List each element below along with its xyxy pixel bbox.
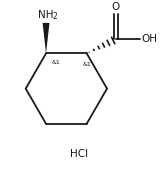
Text: 2: 2: [52, 12, 57, 21]
Text: &1: &1: [83, 62, 91, 67]
Polygon shape: [43, 23, 49, 53]
Text: HCl: HCl: [70, 149, 88, 159]
Text: OH: OH: [141, 34, 157, 44]
Text: NH: NH: [38, 10, 54, 20]
Text: &1: &1: [52, 60, 60, 65]
Text: O: O: [111, 2, 120, 12]
